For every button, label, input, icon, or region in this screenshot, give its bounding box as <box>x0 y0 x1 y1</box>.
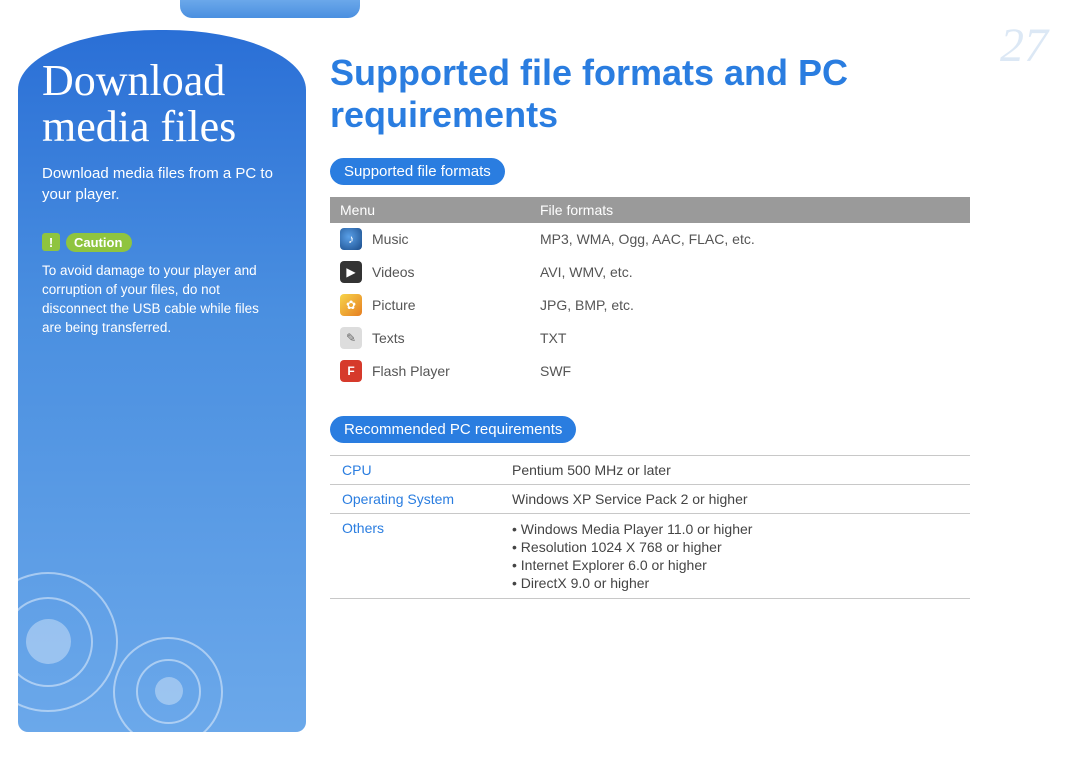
top-tab-decoration <box>180 0 360 18</box>
video-icon: ▶ <box>340 261 362 283</box>
req-key: Others <box>330 514 500 599</box>
list-item: DirectX 9.0 or higher <box>512 574 958 592</box>
table-row: CPU Pentium 500 MHz or later <box>330 456 970 485</box>
formats-cell: SWF <box>530 355 970 388</box>
sidebar-title: Download media files <box>42 58 282 150</box>
table-row: ✿ Picture JPG, BMP, etc. <box>330 289 970 322</box>
deco-circle <box>26 619 71 664</box>
formats-table: Menu File formats ♪ Music MP3, WMA, Ogg, … <box>330 197 970 388</box>
picture-icon: ✿ <box>340 294 362 316</box>
deco-circle <box>155 677 183 705</box>
music-icon: ♪ <box>340 228 362 250</box>
text-icon: ✎ <box>340 327 362 349</box>
caution-label: Caution <box>66 233 132 252</box>
caution-icon: ! <box>42 233 60 251</box>
req-value: Pentium 500 MHz or later <box>500 456 970 485</box>
menu-label: Texts <box>372 330 405 346</box>
flash-icon: F <box>340 360 362 382</box>
table-row: Others Windows Media Player 11.0 or high… <box>330 514 970 599</box>
sidebar-title-line2: media files <box>42 102 236 151</box>
req-key: CPU <box>330 456 500 485</box>
requirements-table: CPU Pentium 500 MHz or later Operating S… <box>330 455 970 599</box>
formats-cell: MP3, WMA, Ogg, AAC, FLAC, etc. <box>530 223 970 256</box>
table-row: F Flash Player SWF <box>330 355 970 388</box>
table-row: ▶ Videos AVI, WMV, etc. <box>330 256 970 289</box>
menu-label: Videos <box>372 264 415 280</box>
section-pill-formats: Supported file formats <box>330 158 505 185</box>
menu-label: Flash Player <box>372 363 450 379</box>
sidebar-title-line1: Download <box>42 56 225 105</box>
sidebar-subtitle: Download media files from a PC to your p… <box>42 164 282 205</box>
req-value: Windows XP Service Pack 2 or higher <box>500 485 970 514</box>
table-header: Menu <box>330 197 530 223</box>
menu-label: Music <box>372 231 409 247</box>
main-content: Supported file formats and PC requiremen… <box>330 52 1050 599</box>
table-row: Operating System Windows XP Service Pack… <box>330 485 970 514</box>
table-header: File formats <box>530 197 970 223</box>
table-row: ✎ Texts TXT <box>330 322 970 355</box>
formats-cell: JPG, BMP, etc. <box>530 289 970 322</box>
menu-label: Picture <box>372 297 416 313</box>
list-item: Internet Explorer 6.0 or higher <box>512 556 958 574</box>
req-value: Windows Media Player 11.0 or higher Reso… <box>500 514 970 599</box>
formats-cell: AVI, WMV, etc. <box>530 256 970 289</box>
req-key: Operating System <box>330 485 500 514</box>
list-item: Windows Media Player 11.0 or higher <box>512 520 958 538</box>
table-row: ♪ Music MP3, WMA, Ogg, AAC, FLAC, etc. <box>330 223 970 256</box>
list-item: Resolution 1024 X 768 or higher <box>512 538 958 556</box>
caution-badge: ! Caution <box>42 233 132 252</box>
formats-cell: TXT <box>530 322 970 355</box>
caution-text: To avoid damage to your player and corru… <box>42 262 282 338</box>
page-title: Supported file formats and PC requiremen… <box>330 52 1050 136</box>
sidebar: Download media files Download media file… <box>18 30 306 732</box>
section-pill-requirements: Recommended PC requirements <box>330 416 576 443</box>
